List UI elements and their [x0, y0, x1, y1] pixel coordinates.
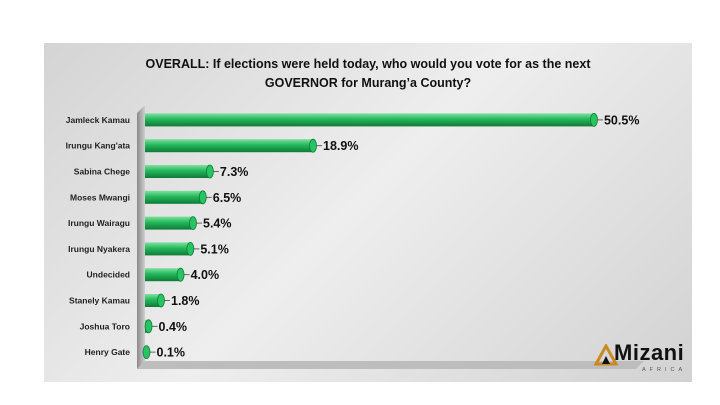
bar-cap	[186, 241, 195, 256]
category-label: Jamleck Kamau	[66, 115, 130, 125]
value-label: 50.5%	[604, 113, 639, 127]
axis-wall	[137, 105, 145, 369]
bar-cap	[189, 216, 197, 231]
value-label: 0.1%	[157, 346, 186, 360]
bar	[145, 190, 203, 204]
chart-title-line2: GOVERNOR for Murang’a County?	[264, 76, 472, 90]
category-label: Henry Gate	[85, 347, 131, 357]
category-label: Irungu Kang'ata	[66, 141, 131, 151]
bar	[145, 242, 191, 256]
bar	[145, 216, 194, 230]
chart-title-line1: OVERALL: If elections were held today, w…	[145, 57, 591, 71]
value-label: 6.5%	[213, 191, 242, 205]
bar	[145, 294, 162, 307]
bar	[145, 268, 181, 282]
mizani-logo-mark-icon	[594, 344, 618, 366]
mizani-logo: Mizani AFRICA	[594, 340, 688, 378]
bar-chart: Jamleck Kamau 50.5% Irungu Kang'ata 18.9% Sa…	[66, 105, 644, 369]
category-label: Stanely Kamau	[69, 296, 130, 306]
bar	[145, 165, 210, 178]
mizani-logo-word: Mizani	[614, 340, 685, 365]
category-label: Moses Mwangi	[70, 192, 130, 202]
chart-title: OVERALL: If elections were held today, w…	[44, 55, 692, 93]
value-label: 5.1%	[200, 242, 229, 256]
value-label: 18.9%	[323, 139, 358, 153]
axis-floor	[137, 361, 644, 369]
bar	[145, 139, 314, 153]
category-label: Irungu Wairagu	[68, 218, 130, 228]
chart-panel: OVERALL: If elections were held today, w…	[44, 43, 692, 382]
category-label: Undecided	[87, 270, 130, 280]
bars-layer: Jamleck Kamau 50.5% Irungu Kang'ata 18.9% Sa…	[66, 113, 639, 360]
bar-cap	[590, 113, 598, 127]
value-label: 7.3%	[220, 165, 249, 179]
bar	[145, 113, 594, 127]
bar-cap	[198, 190, 207, 205]
category-label: Sabina Chege	[74, 167, 130, 177]
bar-cap	[309, 138, 317, 153]
mizani-logo-sub: AFRICA	[642, 367, 687, 373]
value-label: 1.8%	[171, 294, 200, 308]
bar-cap	[206, 164, 214, 179]
category-label: Irungu Nyakera	[68, 244, 130, 254]
value-label: 5.4%	[203, 217, 232, 231]
bar-cap	[176, 267, 185, 282]
bar-cap	[144, 319, 153, 334]
axis-layer	[137, 105, 644, 369]
bar-cap	[157, 293, 165, 308]
bar-cap	[142, 345, 151, 360]
value-label: 4.0%	[191, 268, 220, 282]
category-label: Joshua Toro	[80, 321, 130, 331]
value-label: 0.4%	[159, 320, 188, 334]
